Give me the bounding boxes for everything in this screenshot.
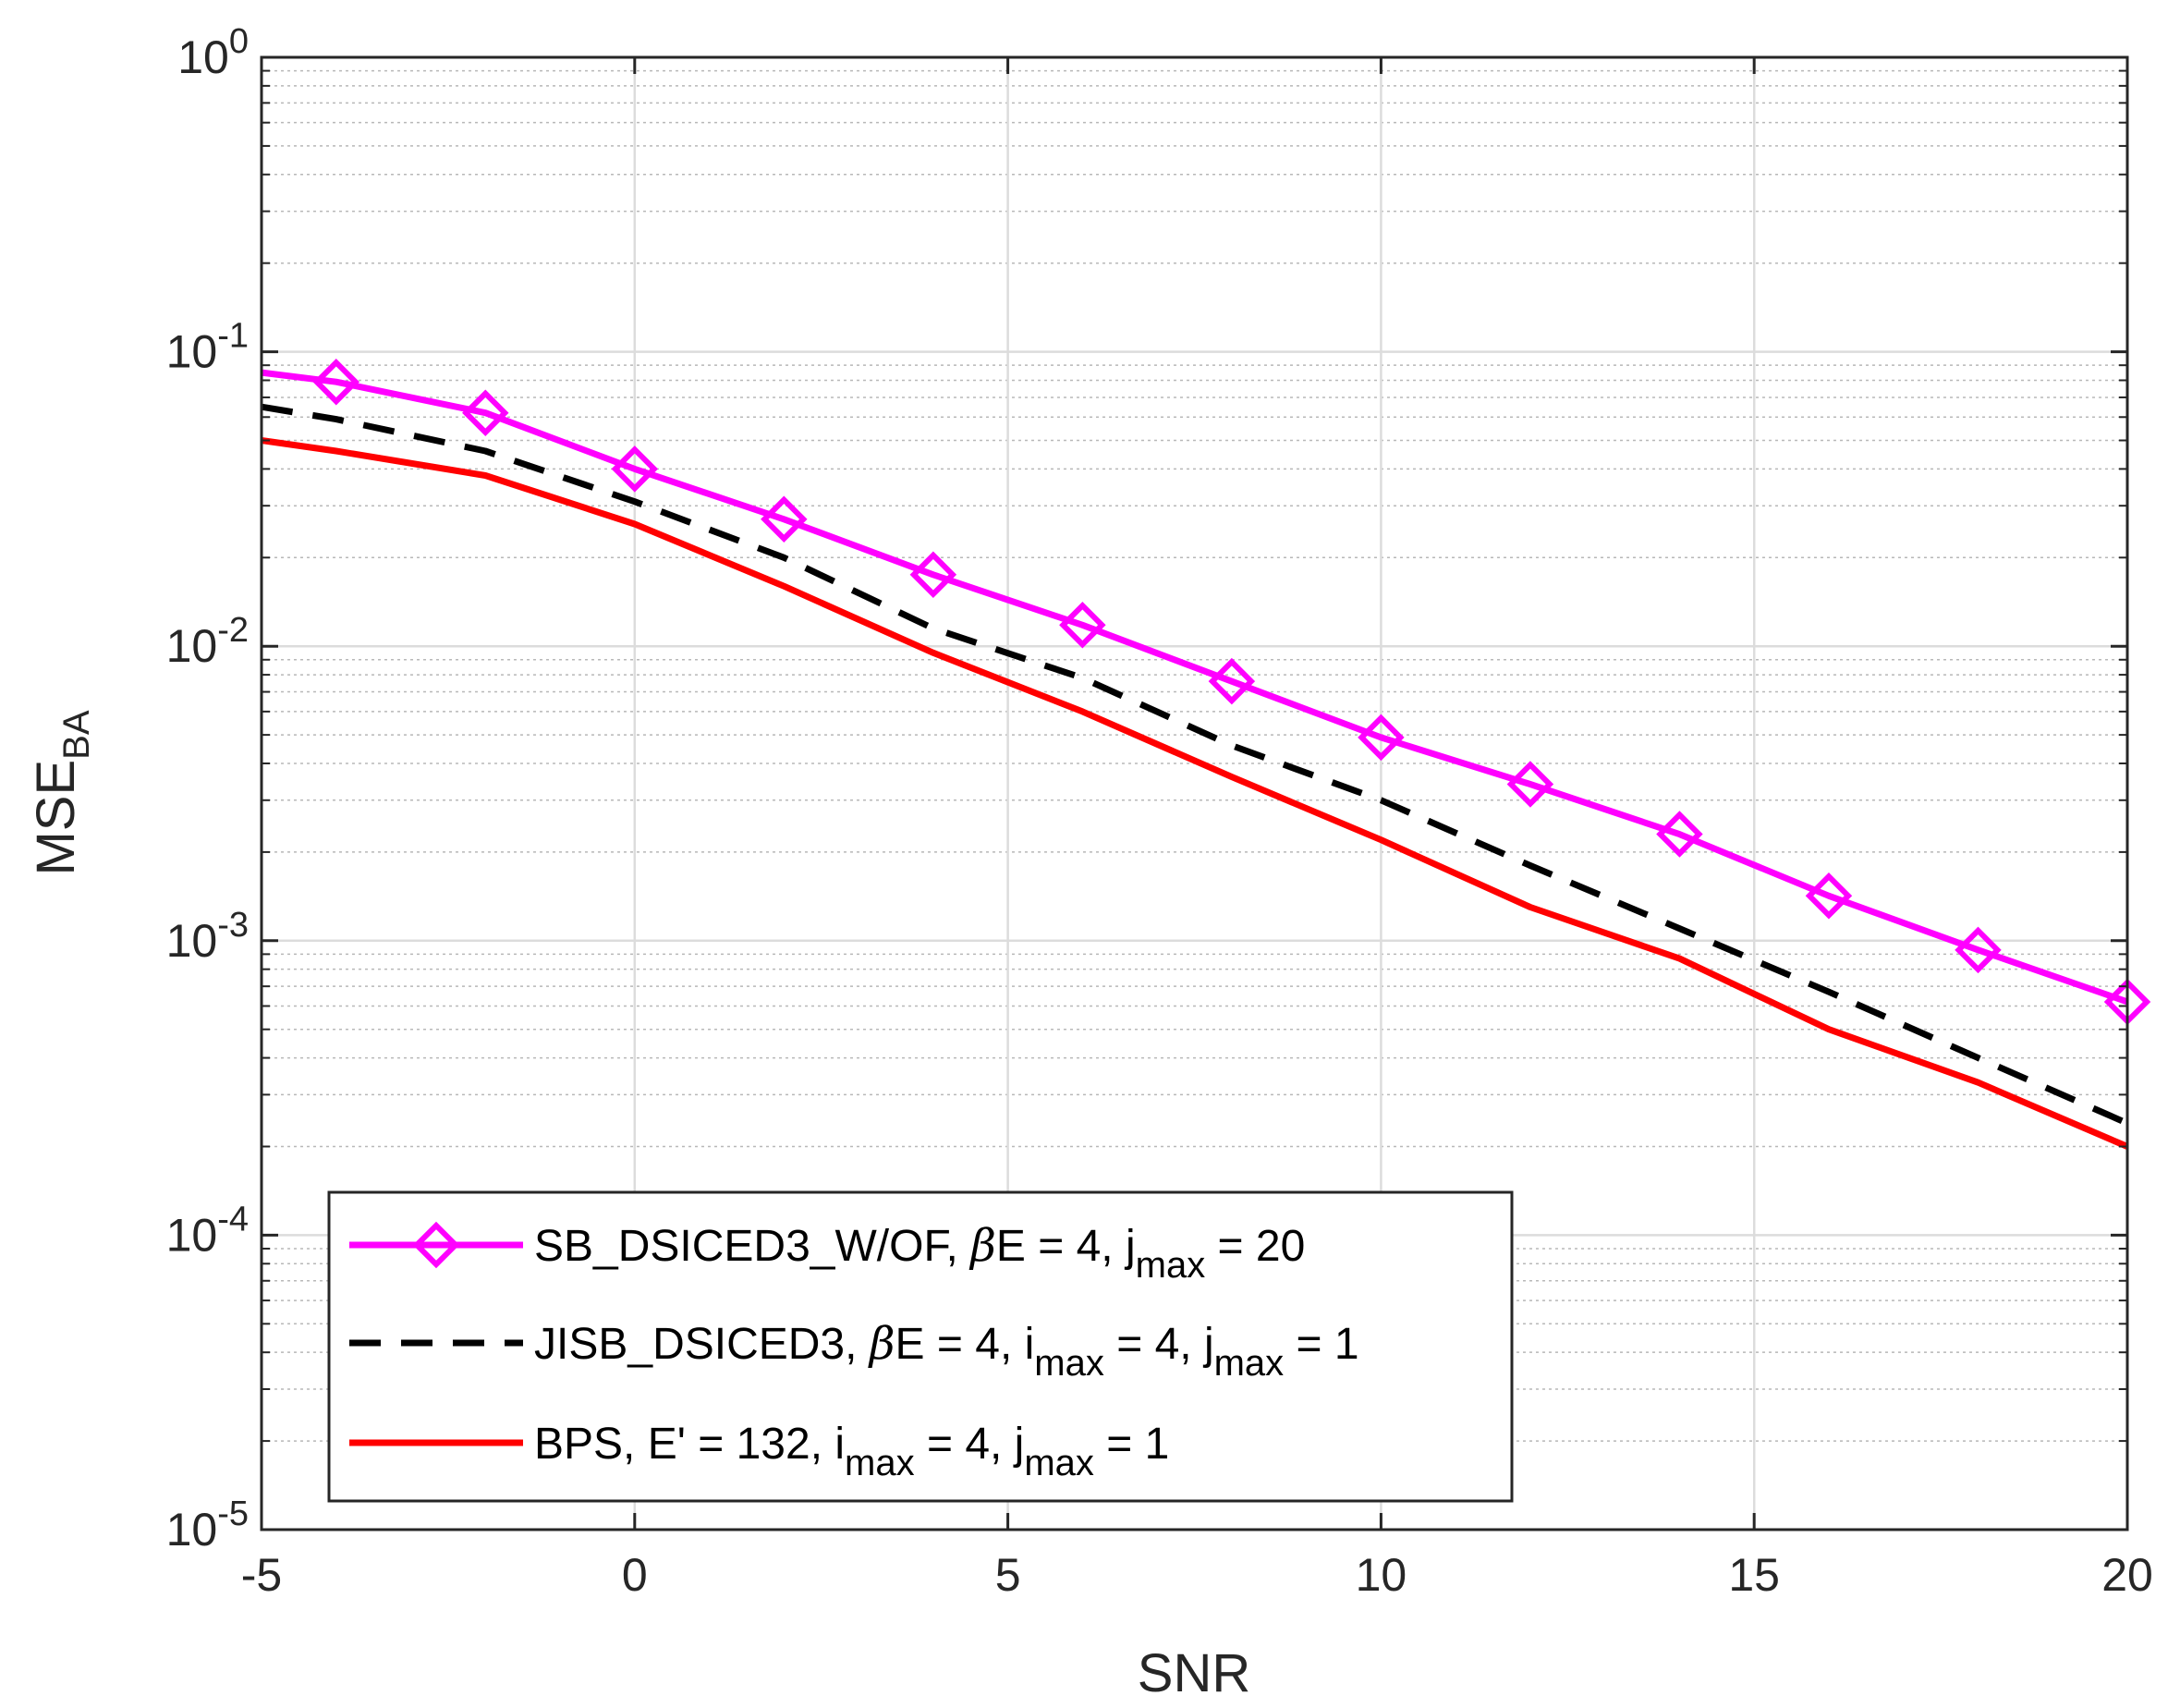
- legend-text-part: = 1: [1284, 1320, 1358, 1369]
- y-tick-base: 10: [166, 915, 218, 967]
- x-tick-label: -5: [241, 1549, 282, 1601]
- legend-text-part: BPS, E' = 132, i: [534, 1420, 845, 1469]
- legend-text-part: = 4, j: [1104, 1320, 1214, 1369]
- data-point-marker: [611, 445, 659, 493]
- legend-text-part: = 4, j: [915, 1420, 1025, 1469]
- x-axis-title: SNR: [1138, 1643, 1250, 1703]
- legend-greek-symbol: β: [968, 1220, 996, 1272]
- legend-text-part: = 1: [1094, 1420, 1169, 1469]
- data-point-marker: [1805, 872, 1853, 920]
- legend-text-part: = 20: [1205, 1222, 1305, 1271]
- y-tick-exponent: -1: [217, 317, 249, 356]
- y-axis-title-main: MSE: [26, 760, 86, 876]
- y-tick-label: 100: [177, 22, 249, 83]
- legend-label-3: BPS, E' = 132, imax = 4, jmax = 1: [534, 1420, 1169, 1483]
- plot-frame: [260, 55, 2129, 1531]
- series-layer: [261, 358, 2151, 1150]
- y-tick-label: 10-4: [166, 1200, 249, 1261]
- y-tick-base: 10: [166, 1209, 218, 1261]
- data-point-marker: [761, 495, 808, 543]
- series-line-2: [261, 403, 2129, 1127]
- legend-label-1: SB_DSICED3_W/OF, βE = 4, jmax = 20: [534, 1220, 1305, 1286]
- series-line-3: [261, 437, 2129, 1150]
- legend-subscript: max: [845, 1443, 915, 1483]
- legend-text-part: JISB_DSICED3,: [534, 1320, 870, 1369]
- y-tick-base: 10: [166, 620, 218, 672]
- y-tick-base: 10: [166, 1504, 218, 1556]
- legend-box: [327, 1190, 1514, 1503]
- data-point-marker: [1955, 926, 2002, 974]
- legend-greek-symbol: β: [868, 1318, 895, 1370]
- y-tick-base: 10: [177, 31, 229, 83]
- data-point-marker: [312, 358, 360, 406]
- legend-subscript: max: [1214, 1343, 1285, 1384]
- data-point-marker: [1506, 761, 1554, 808]
- x-tick-label: 0: [622, 1549, 648, 1601]
- x-tick-label: 15: [1728, 1549, 1780, 1601]
- data-point-marker: [1208, 657, 1256, 705]
- series-line-1: [261, 369, 2129, 1006]
- x-tick-label: 20: [2101, 1549, 2153, 1601]
- y-tick-exponent: 0: [229, 22, 249, 61]
- legend-text-part: E = 4, j: [996, 1222, 1136, 1271]
- y-tick-exponent: -2: [217, 611, 249, 650]
- data-point-marker: [1358, 714, 1405, 762]
- y-tick-label: 10-1: [166, 317, 249, 378]
- y-tick-label: 10-3: [166, 906, 249, 967]
- legend-subscript: max: [1034, 1343, 1104, 1384]
- legend-text-part: E = 4, i: [895, 1320, 1035, 1369]
- legend-subscript: max: [1136, 1245, 1206, 1286]
- y-tick-label: 10-5: [166, 1494, 249, 1556]
- y-tick-exponent: -5: [217, 1494, 249, 1533]
- data-point-marker: [1656, 811, 1703, 858]
- legend-marker-diamond: [412, 1221, 460, 1269]
- y-axis-title-subscript: BA: [56, 710, 97, 760]
- x-tick-label: 5: [995, 1549, 1021, 1601]
- data-point-marker: [1059, 602, 1106, 649]
- y-tick-label: 10-2: [166, 611, 249, 672]
- y-tick-base: 10: [166, 326, 218, 378]
- legend-subscript: max: [1024, 1443, 1094, 1483]
- y-tick-exponent: -4: [217, 1200, 249, 1238]
- data-point-marker: [909, 551, 957, 599]
- data-point-marker: [462, 389, 509, 436]
- legend-label-2: JISB_DSICED3, βE = 4, imax = 4, jmax = 1: [534, 1318, 1359, 1384]
- legend: SB_DSICED3_W/OF, βE = 4, jmax = 20JISB_D…: [327, 1190, 1514, 1503]
- y-tick-exponent: -3: [217, 906, 249, 945]
- x-tick-label: 10: [1356, 1549, 1407, 1601]
- y-axis-title: MSEBA: [26, 710, 97, 875]
- legend-text-part: SB_DSICED3_W/OF,: [534, 1222, 970, 1271]
